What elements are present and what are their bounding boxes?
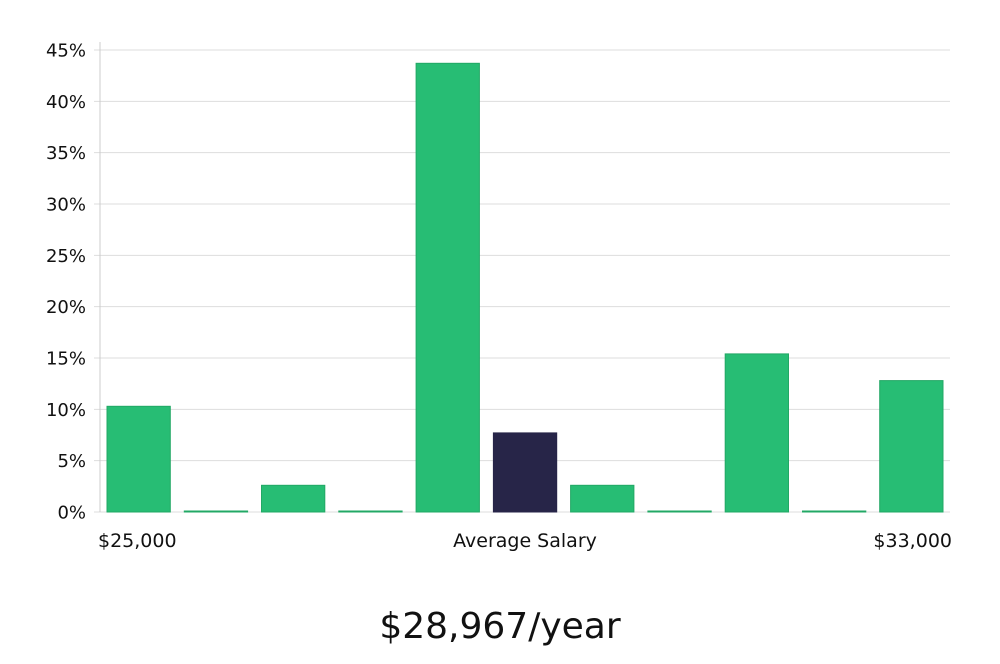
bar bbox=[879, 380, 944, 513]
y-tick-label: 0% bbox=[57, 503, 86, 524]
grid-lines bbox=[94, 49, 950, 513]
y-tick-label: 45% bbox=[46, 41, 86, 62]
x-axis-label-average: Average Salary bbox=[453, 530, 597, 552]
x-axis-label-min: $25,000 bbox=[98, 530, 177, 552]
bar bbox=[802, 510, 867, 513]
bar bbox=[261, 484, 326, 513]
y-tick-label: 15% bbox=[46, 349, 86, 370]
y-tick-label: 20% bbox=[46, 297, 86, 318]
bar bbox=[647, 510, 712, 513]
y-tick-label: 35% bbox=[46, 143, 86, 164]
bars bbox=[106, 62, 944, 513]
bar bbox=[570, 484, 635, 513]
y-tick-label: 30% bbox=[46, 195, 86, 216]
y-tick-label: 5% bbox=[57, 451, 86, 472]
bar bbox=[183, 510, 249, 513]
bar bbox=[338, 510, 403, 513]
bar-average-salary bbox=[492, 432, 558, 513]
bar bbox=[415, 62, 480, 513]
y-tick-label: 40% bbox=[46, 92, 86, 113]
bar bbox=[724, 353, 790, 513]
average-salary-value: $28,967/year bbox=[379, 606, 621, 647]
x-axis-label-max: $33,000 bbox=[873, 530, 952, 552]
y-tick-label: 10% bbox=[46, 400, 86, 421]
y-tick-label: 25% bbox=[46, 246, 86, 267]
y-axis-tick-labels: 0% 5% 10% 15% 20% 25% 30% 35% 40% 45% bbox=[46, 41, 86, 524]
bar bbox=[106, 405, 171, 513]
